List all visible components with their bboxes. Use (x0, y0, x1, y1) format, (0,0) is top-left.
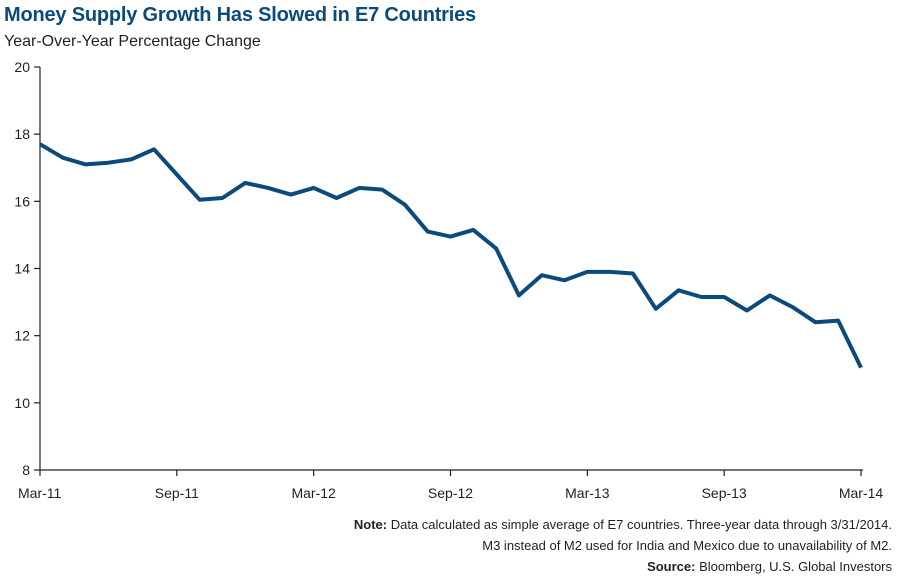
series-line (38, 142, 863, 369)
y-tick-label: 10 (14, 395, 30, 411)
y-tick-label: 18 (14, 126, 30, 142)
note-line-2: M3 instead of M2 used for India and Mexi… (482, 538, 892, 553)
source-line: Source: Bloomberg, U.S. Global Investors (647, 559, 892, 574)
source-label: Source: (647, 559, 696, 574)
x-tick-label: Sep-12 (428, 485, 473, 501)
x-tick-label: Mar-12 (291, 485, 336, 501)
chart-title: Money Supply Growth Has Slowed in E7 Cou… (4, 4, 476, 26)
note-line-1: Note: Data calculated as simple average … (354, 517, 892, 532)
x-tick-label: Mar-13 (565, 485, 610, 501)
x-tick-label: Mar-14 (839, 485, 884, 501)
x-tick-label: Mar-11 (18, 485, 62, 501)
note-text: Data calculated as simple average of E7 … (387, 517, 892, 532)
chart-subtitle: Year-Over-Year Percentage Change (4, 33, 261, 50)
y-tick-label: 14 (14, 261, 30, 277)
note-label: Note: (353, 517, 388, 532)
y-tick-label: 20 (14, 59, 30, 75)
x-tick-label: Sep-11 (155, 485, 199, 501)
y-tick-label: 12 (14, 328, 30, 344)
y-tick-label: 8 (22, 462, 30, 478)
source-text: Bloomberg, U.S. Global Investors (695, 559, 892, 574)
y-tick-label: 16 (14, 193, 30, 209)
x-tick-label: Sep-13 (702, 485, 747, 501)
